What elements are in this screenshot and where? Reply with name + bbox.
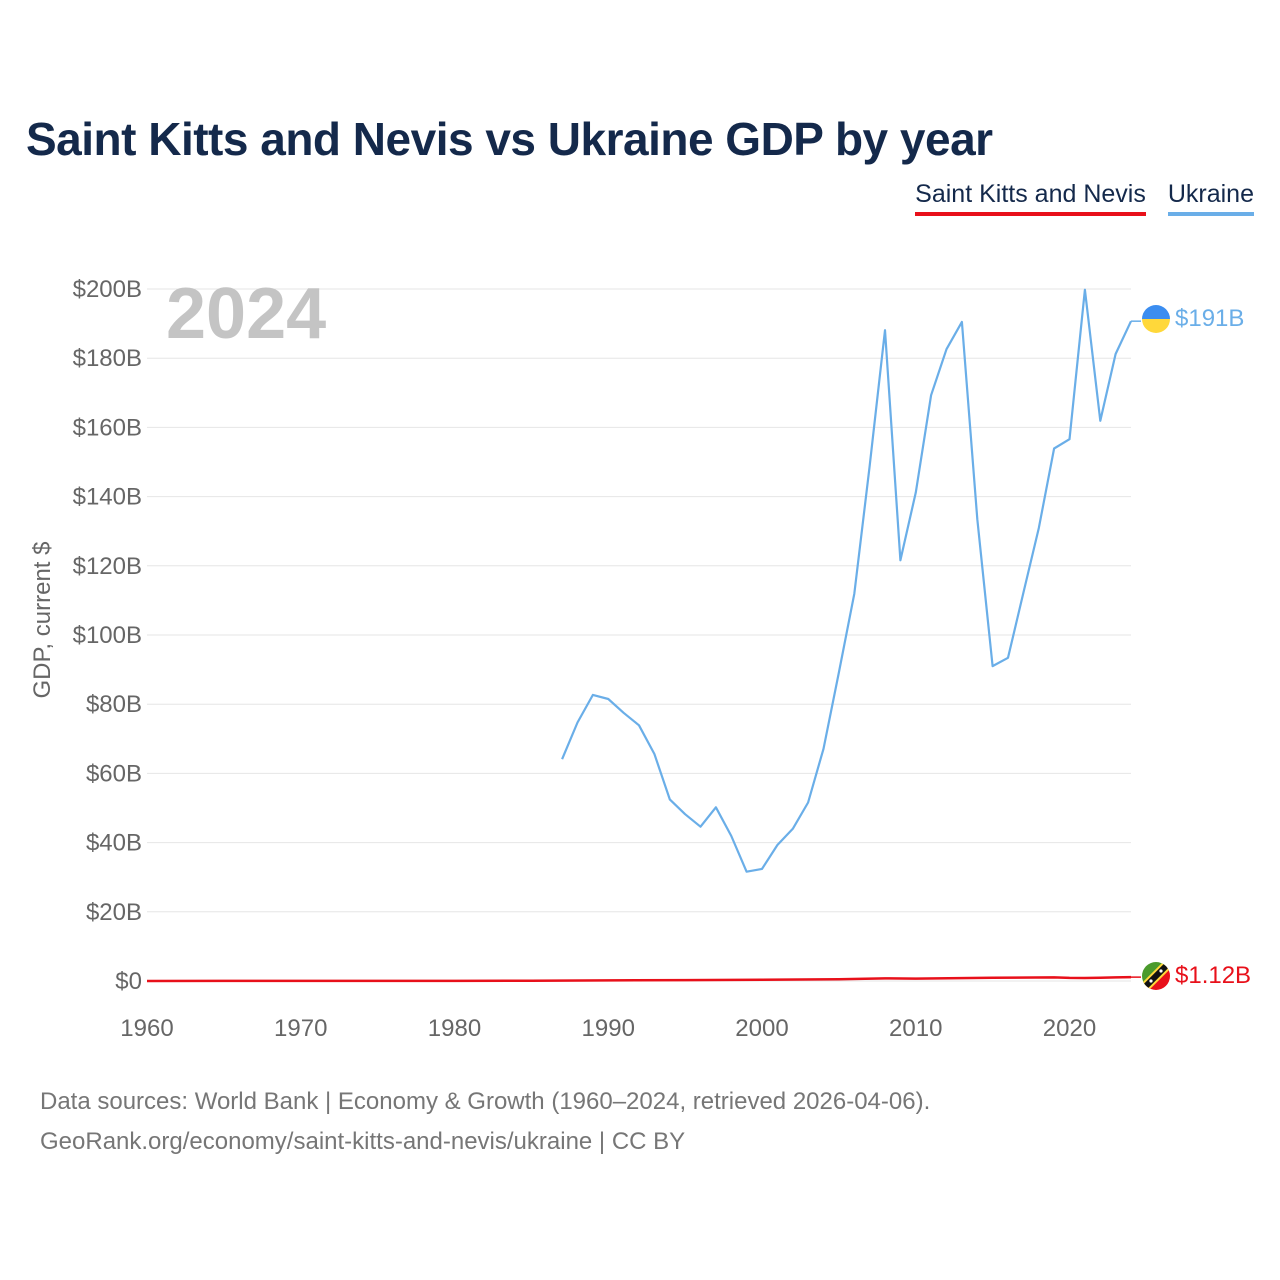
ukraine-flag-icon [1142,305,1170,333]
y-tick-label: $60B [86,760,142,787]
x-tick-label: 1990 [582,1015,635,1042]
legend: Saint Kitts and Nevis Ukraine [915,180,1254,216]
x-tick-label: 1960 [120,1015,173,1042]
ukraine-end-label: $191B [1175,305,1244,332]
legend-saint-kitts[interactable]: Saint Kitts and Nevis [915,180,1146,216]
sources-line-1: Data sources: World Bank | Economy & Gro… [40,1088,931,1115]
series-line-saint-kitts [146,975,1132,983]
y-tick-label: $180B [73,345,142,372]
y-axis-label: GDP, current $ [29,542,56,699]
y-axis-ticks: $0 $20B $40B $60B $80B $100B $120B $140B $160B $1… [73,276,142,995]
y-tick-label: $0 [115,968,142,995]
x-tick-label: 1980 [428,1015,481,1042]
series-line-ukraine [561,288,1132,873]
series-lines [146,288,1141,983]
chart-title: Saint Kitts and Nevis vs Ukraine GDP by … [26,113,993,165]
y-tick-label: $20B [86,899,142,926]
y-tick-label: $200B [73,276,142,303]
y-tick-label: $120B [73,553,142,580]
y-tick-label: $40B [86,830,142,857]
saint-kitts-flag-icon [1142,962,1170,990]
x-tick-label: 2000 [735,1015,788,1042]
grid [147,288,1131,982]
year-watermark: 2024 [166,274,326,354]
sources-line-2[interactable]: GeoRank.org/economy/saint-kitts-and-nevi… [40,1128,686,1155]
legend-ukraine[interactable]: Ukraine [1167,180,1254,216]
data-sources: Data sources: World Bank | Economy & Gro… [40,1082,930,1162]
x-tick-label: 2010 [889,1015,942,1042]
x-axis-ticks: 1960 1970 1980 1990 2000 2010 2020 [120,1015,1096,1042]
y-tick-label: $80B [86,691,142,718]
x-tick-label: 1970 [274,1015,327,1042]
y-tick-label: $140B [73,484,142,511]
y-tick-label: $100B [73,622,142,649]
y-tick-label: $160B [73,414,142,441]
x-tick-label: 2020 [1043,1015,1096,1042]
saint-kitts-end-label: $1.12B [1175,962,1251,989]
